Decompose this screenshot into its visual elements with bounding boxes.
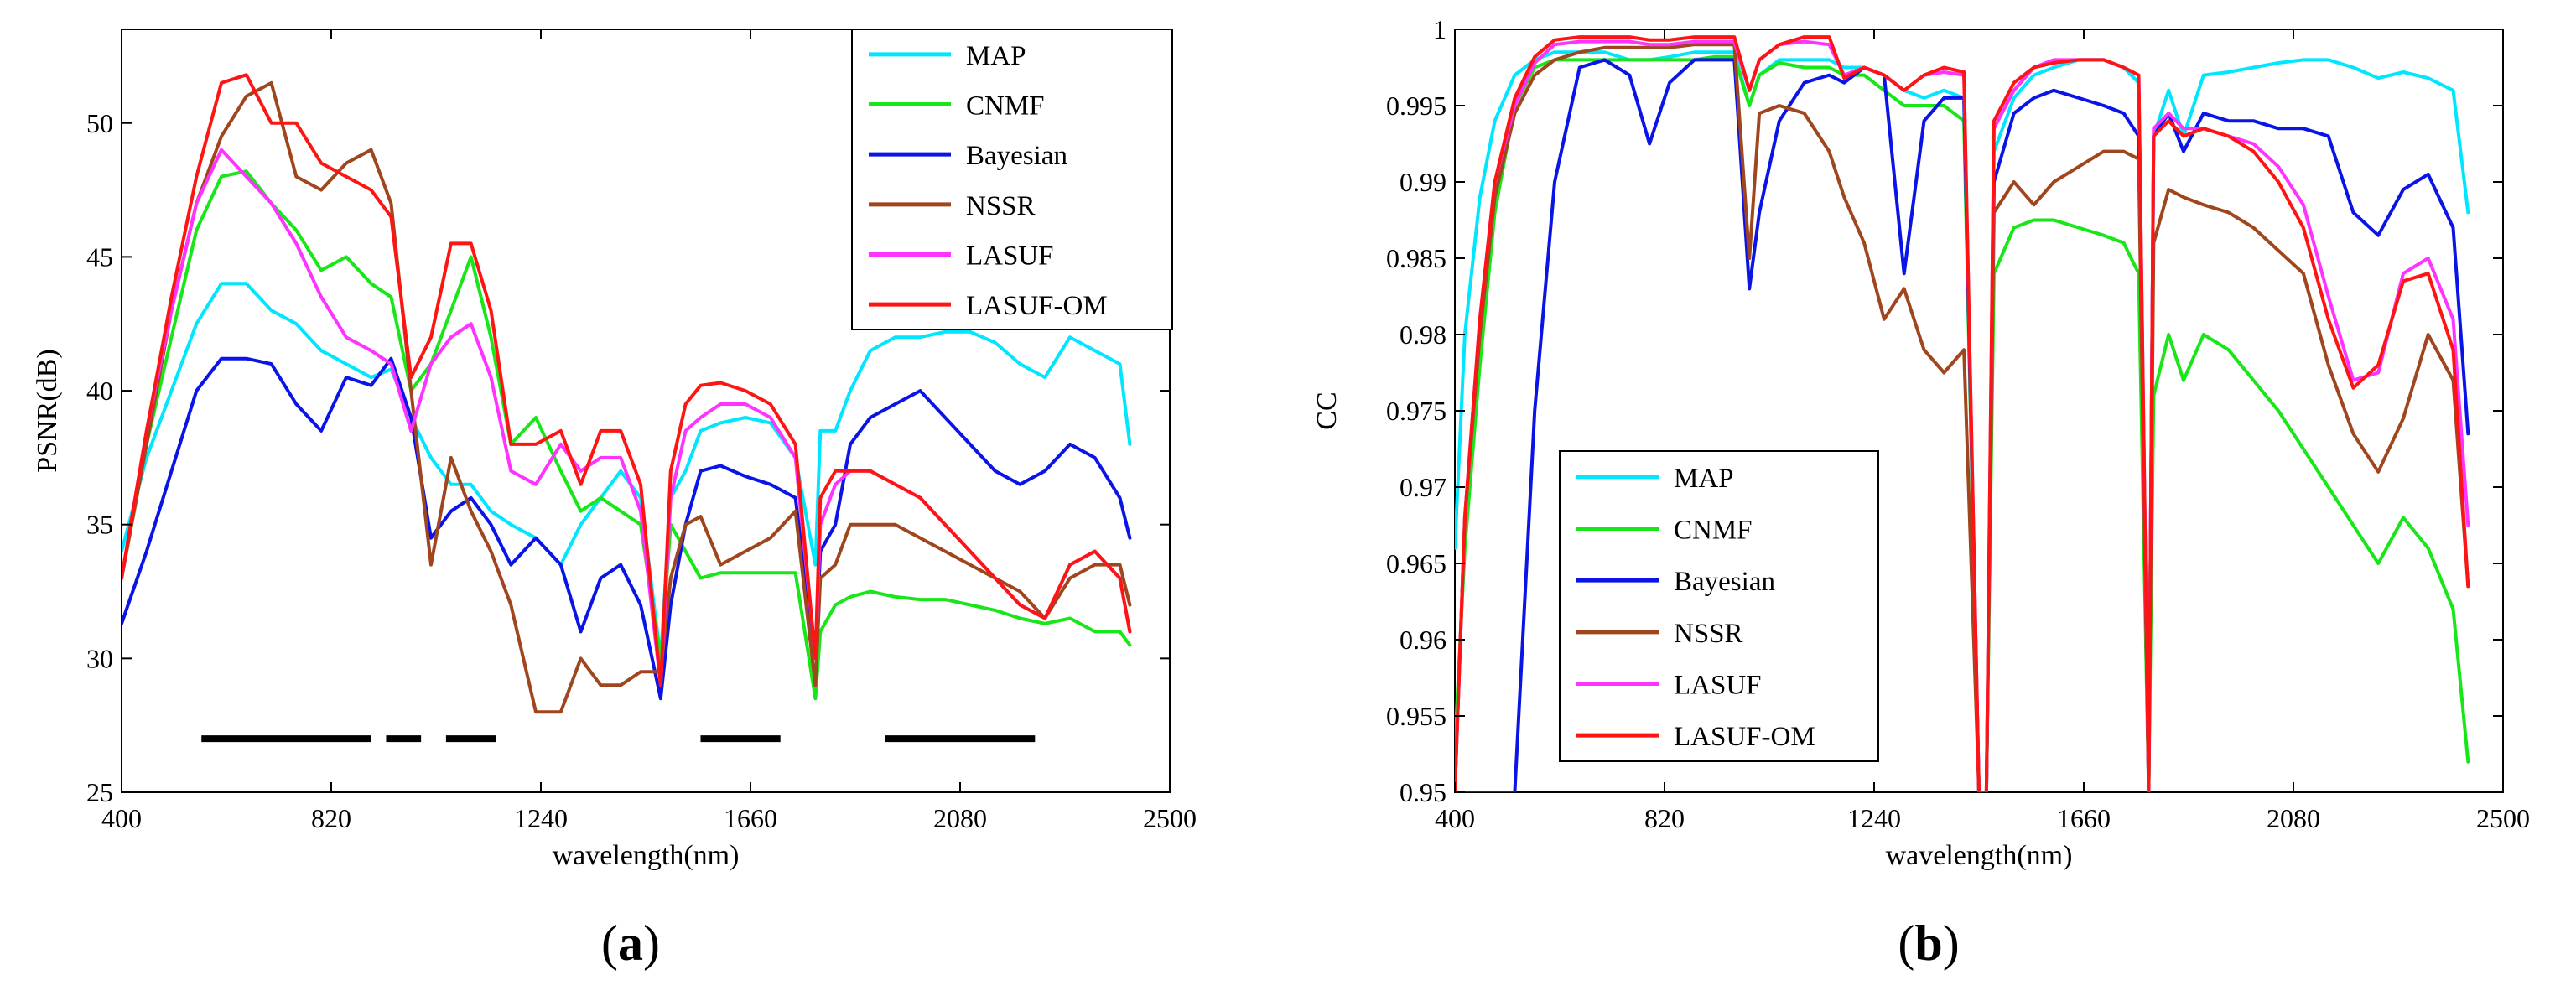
panel-b-caption: (b) xyxy=(1898,916,1959,971)
legend-label-bayesian: Bayesian xyxy=(966,141,1067,171)
y-tick-label: 45 xyxy=(86,241,113,272)
x-tick-label: 400 xyxy=(1435,803,1475,833)
y-tick-label: 0.965 xyxy=(1386,548,1446,578)
legend-label-map: MAP xyxy=(1674,464,1734,494)
y-tick-label: 0.96 xyxy=(1400,625,1446,655)
y-tick-label: 25 xyxy=(86,777,113,807)
y-tick-label: 0.995 xyxy=(1386,91,1446,121)
panel-a-series-group xyxy=(122,73,1132,714)
panel-b-y-axis-label: CC xyxy=(1311,392,1343,429)
y-tick-label: 0.98 xyxy=(1400,319,1446,350)
series-line-nssr xyxy=(122,80,1132,714)
legend-box xyxy=(851,29,1173,330)
x-tick-label: 820 xyxy=(311,803,351,833)
legend-label-lasuf-om: LASUF-OM xyxy=(966,291,1108,321)
panel-a-y-axis-label: PSNR(dB) xyxy=(32,349,63,472)
panel-b-series-group xyxy=(1455,35,2470,792)
legend-label-nssr: NSSR xyxy=(966,191,1036,221)
x-tick-label: 2500 xyxy=(2476,803,2530,833)
x-tick-label: 2500 xyxy=(1143,803,1197,833)
x-tick-label: 400 xyxy=(101,803,142,833)
y-tick-label: 40 xyxy=(86,376,113,406)
series-line-nssr xyxy=(1455,43,2470,792)
panel-b: 400 820 1240 1660 2080 2500 0.95 0.955 0.96 0.965… xyxy=(1311,14,2530,971)
panel-a: 400 820 1240 1660 2080 2500 25 30 35 40 45 50 wavel… xyxy=(32,29,1197,971)
legend-label-nssr: NSSR xyxy=(1674,619,1743,649)
y-tick-label: 0.955 xyxy=(1386,701,1446,731)
x-tick-label: 1660 xyxy=(2057,803,2111,833)
panel-b-x-axis-label: wavelength(nm) xyxy=(1886,840,2073,871)
x-tick-label: 820 xyxy=(1644,803,1685,833)
y-tick-label: 0.97 xyxy=(1400,472,1446,502)
y-tick-label: 35 xyxy=(86,510,113,540)
legend-label-map: MAP xyxy=(966,41,1026,71)
series-line-lasuf-om xyxy=(1455,35,2470,792)
legend-label-lasuf-om: LASUF-OM xyxy=(1674,722,1815,752)
y-tick-label: 0.975 xyxy=(1386,396,1446,426)
panel-a-caption: (a) xyxy=(601,916,660,971)
legend-box xyxy=(1559,450,1879,762)
legend-label-lasuf: LASUF xyxy=(1674,671,1762,701)
series-line-bayesian xyxy=(122,356,1132,701)
y-tick-label: 30 xyxy=(86,643,113,673)
x-tick-label: 2080 xyxy=(933,803,987,833)
legend-label-bayesian: Bayesian xyxy=(1674,567,1775,597)
y-tick-label: 0.99 xyxy=(1400,167,1446,197)
series-line-lasuf-om xyxy=(122,73,1132,687)
panel-a-ticks: 400 820 1240 1660 2080 2500 25 30 35 40 45 50 xyxy=(86,29,1197,833)
y-tick-label: 1 xyxy=(1433,14,1446,44)
legend-label-cnmf: CNMF xyxy=(966,91,1045,122)
panel-a-x-axis-label: wavelength(nm) xyxy=(553,840,740,871)
x-tick-label: 1240 xyxy=(514,803,568,833)
x-tick-label: 1240 xyxy=(1847,803,1901,833)
panel-a-legend: MAP CNMF Bayesian NSSR LASUF LASUF-OM xyxy=(851,29,1173,330)
x-tick-label: 1660 xyxy=(724,803,777,833)
panel-b-legend: MAP CNMF Bayesian NSSR LASUF LASUF-OM xyxy=(1559,450,1879,762)
y-tick-label: 50 xyxy=(86,108,113,138)
y-tick-label: 0.95 xyxy=(1400,777,1446,807)
legend-label-cnmf: CNMF xyxy=(1674,516,1753,546)
y-tick-label: 0.985 xyxy=(1386,243,1446,273)
x-tick-label: 2080 xyxy=(2267,803,2320,833)
legend-label-lasuf: LASUF xyxy=(966,241,1054,272)
panel-b-ticks: 400 820 1240 1660 2080 2500 0.95 0.955 0.96 0.965… xyxy=(1386,14,2530,833)
